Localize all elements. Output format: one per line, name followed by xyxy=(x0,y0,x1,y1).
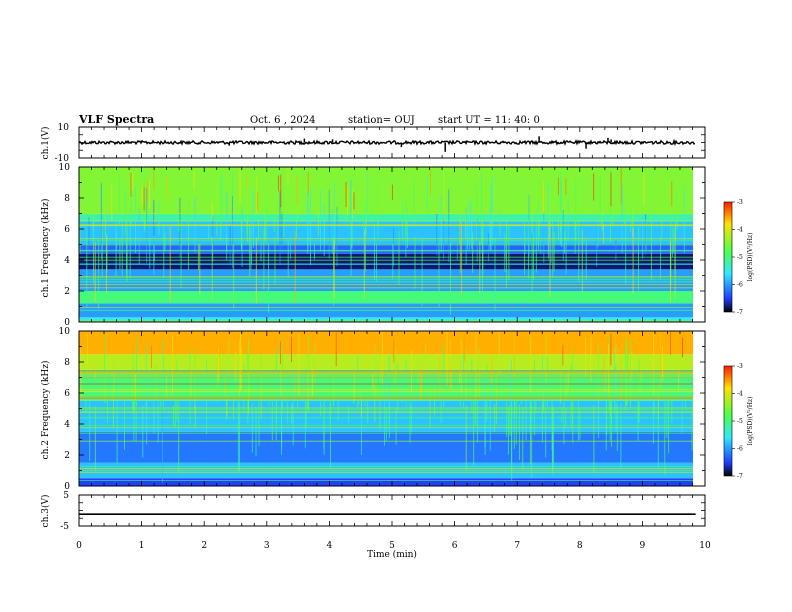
figure-title: VLF Spectra xyxy=(78,113,154,126)
ch2-colorbar-ticks: -3 -4 -5 -6 -7 xyxy=(732,363,743,480)
frequency-tick-label: 6 xyxy=(64,225,70,235)
ch1-colorbar: -3 -4 -5 -6 -7 log(PSD)(V²/Hz) xyxy=(723,199,754,316)
ch1-waveform-trace xyxy=(78,136,695,152)
frequency-tick-label: 10 xyxy=(59,327,71,337)
ch3-waveform-panel: 5 -5 ch.3(V) xyxy=(40,491,706,532)
station-label: station= OUJ xyxy=(348,115,415,126)
ch1-colorbar-gradient xyxy=(723,201,733,313)
frequency-tick-label: 8 xyxy=(64,194,70,204)
ch2-colorbar-label: log(PSD)(V²/Hz) xyxy=(747,397,754,446)
y-tick-label: -5 xyxy=(60,522,69,532)
ch1-spectrogram-panel: 0 2 4 6 8 10 ch.1 Frequency (kHz) -3 -4 -5 -6 -7 … xyxy=(40,163,754,328)
ch1-colorbar-ticks: -3 -4 -5 -6 -7 xyxy=(732,199,743,316)
ch1-spectrogram-ylabel: ch.1 Frequency (kHz) xyxy=(40,199,51,298)
frequency-tick-label: 2 xyxy=(64,287,70,297)
frequency-tick-label: 4 xyxy=(64,256,70,266)
frequency-tick-label: 4 xyxy=(64,420,70,430)
ch2-spectrogram-yticks: 0 2 4 6 8 10 xyxy=(59,327,705,492)
spectrogram-band xyxy=(79,253,693,270)
ch2-spectrogram-xticks xyxy=(78,331,706,486)
ch1-spectrogram-ylabel-text: ch.1 Frequency (kHz) xyxy=(40,199,51,298)
spectrogram-band xyxy=(79,269,693,291)
spectrogram-band xyxy=(79,213,693,222)
time-tick-label: 6 xyxy=(452,541,458,551)
frequency-tick-label: 8 xyxy=(64,358,70,368)
ch1-colorbar-label: log(PSD)(V²/Hz) xyxy=(747,233,754,282)
ch1-waveform-ylabel: ch.1(V) xyxy=(40,127,51,160)
time-tick-label: 5 xyxy=(389,541,395,551)
spectrogram-band xyxy=(79,400,693,432)
colorbar-tick-label: -4 xyxy=(737,227,743,234)
start-time-label: start UT = 11: 40: 0 xyxy=(438,115,540,126)
spectrogram-band xyxy=(79,244,693,254)
time-tick-label: 9 xyxy=(640,541,646,551)
colorbar-tick-label: -6 xyxy=(737,446,743,453)
time-tick-label: 1 xyxy=(139,541,145,551)
time-axis-label: Time (min) xyxy=(367,549,417,560)
spectrogram-band xyxy=(79,478,693,486)
frequency-tick-label: 0 xyxy=(64,482,70,492)
colorbar-tick-label: -5 xyxy=(737,254,743,261)
colorbar-tick-label: -6 xyxy=(737,282,743,289)
waveform-line xyxy=(78,138,695,147)
time-tick-label: 8 xyxy=(577,541,583,551)
spectrogram-band xyxy=(79,354,693,370)
colorbar-tick-label: -5 xyxy=(737,418,743,425)
time-axis-tick-labels: 0 1 2 3 4 5 6 7 8 9 10 xyxy=(76,541,711,551)
ch1-waveform-yticks: 10 -10 xyxy=(55,123,705,164)
frequency-tick-label: 2 xyxy=(64,451,70,461)
time-tick-label: 10 xyxy=(699,541,711,551)
spectrogram-band xyxy=(79,317,693,322)
spectrogram-band xyxy=(79,167,693,214)
ch2-spectrogram-bands xyxy=(79,331,693,486)
time-tick-label: 2 xyxy=(201,541,207,551)
spectrogram-band xyxy=(79,431,693,463)
time-tick-label: 4 xyxy=(327,541,333,551)
colorbar-tick-label: -3 xyxy=(737,363,743,370)
ch1-spectrogram-xticks xyxy=(78,167,706,322)
time-tick-label: 7 xyxy=(514,541,520,551)
ch2-spectrogram-streaks xyxy=(79,331,693,483)
ch3-waveform-frame xyxy=(78,494,706,527)
ch1-spectrogram-bands xyxy=(79,167,693,322)
y-tick-label: -10 xyxy=(55,154,70,164)
ch1-spectrogram-yticks: 0 2 4 6 8 10 xyxy=(59,163,705,328)
ch1-waveform-xticks xyxy=(78,127,706,158)
time-tick-label: 3 xyxy=(264,541,270,551)
frequency-tick-label: 0 xyxy=(64,318,70,328)
spectrogram-band xyxy=(79,291,693,304)
ch2-spectrogram-panel: 0 2 4 6 8 10 ch.2 Frequency (kHz) -3 -4 -5 -6 -7 … xyxy=(40,327,754,492)
colorbar-tick-label: -3 xyxy=(737,199,743,206)
y-tick-label: 10 xyxy=(58,123,70,133)
frequency-tick-label: 10 xyxy=(59,163,71,173)
ch3-waveform-ylabel: ch.3(V) xyxy=(40,495,51,528)
date-label: Oct. 6 , 2024 xyxy=(250,115,316,126)
y-tick-label: 5 xyxy=(63,491,69,501)
colorbar-tick-label: -7 xyxy=(737,473,743,480)
ch2-colorbar: -3 -4 -5 -6 -7 log(PSD)(V²/Hz) xyxy=(723,363,754,480)
colorbar-tick-label: -4 xyxy=(737,391,743,398)
ch2-colorbar-gradient xyxy=(723,365,733,477)
time-tick-label: 0 xyxy=(76,541,82,551)
spectrogram-band xyxy=(79,331,693,355)
ch2-spectrogram-ylabel: ch.2 Frequency (kHz) xyxy=(40,361,51,460)
frequency-tick-label: 6 xyxy=(64,389,70,399)
ch3-waveform-yticks: 5 -5 xyxy=(60,491,705,532)
ch3-waveform-xticks xyxy=(78,495,706,526)
colorbar-tick-label: -7 xyxy=(737,309,743,316)
ch1-waveform-panel: 10 -10 ch.1(V) xyxy=(40,123,706,164)
